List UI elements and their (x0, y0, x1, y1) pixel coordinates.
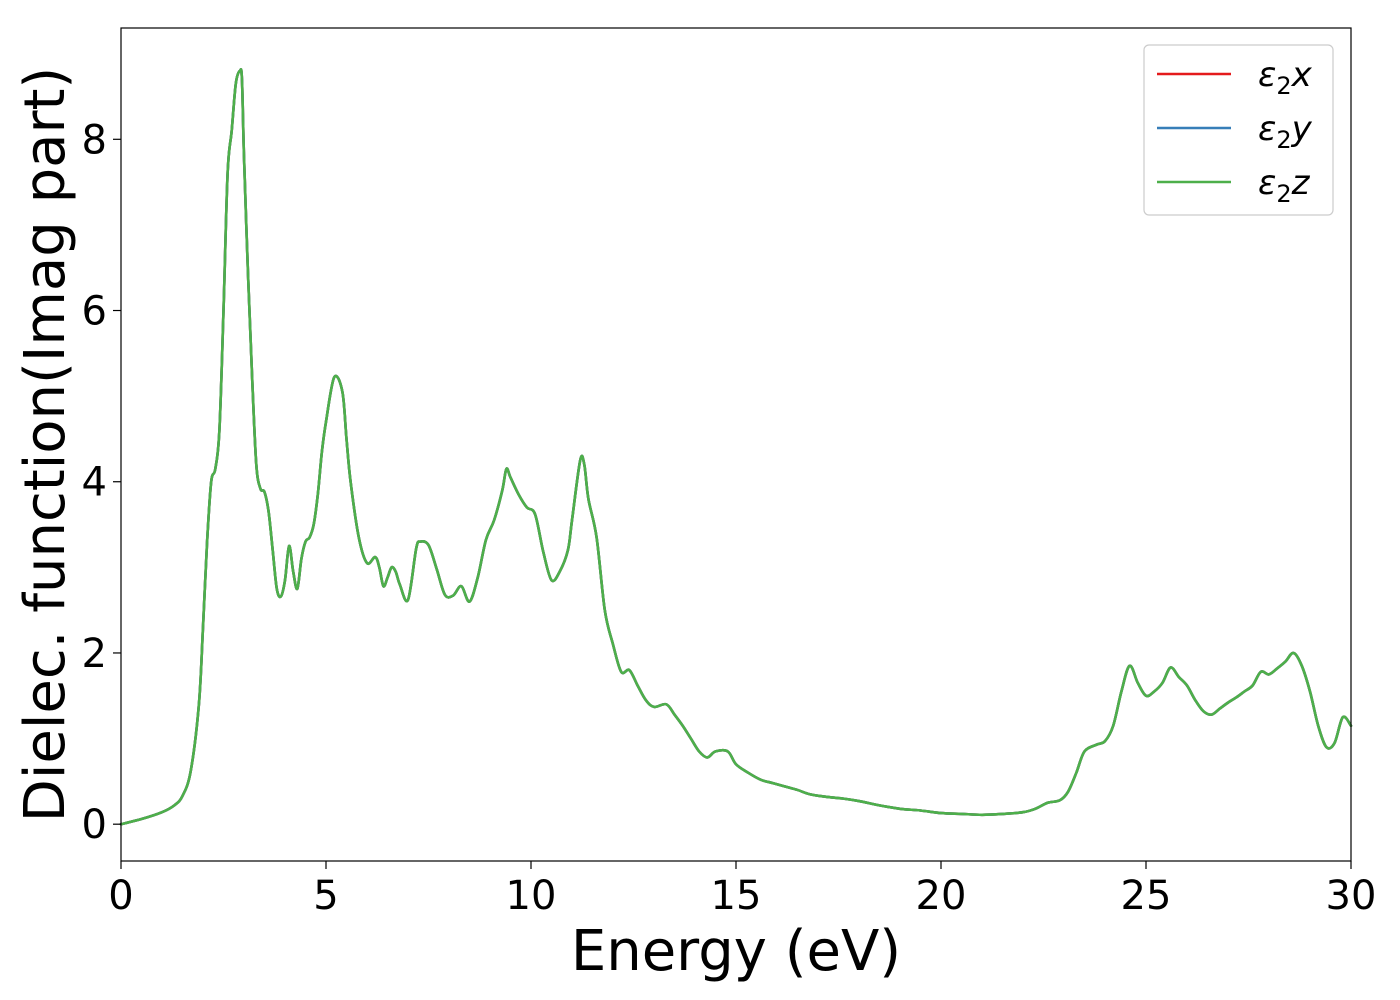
x-axis-label: Energy (eV) (571, 919, 901, 984)
x-tick-label: 10 (506, 873, 557, 919)
plot-lines (119, 68, 1353, 826)
y-tick-label: 2 (82, 631, 107, 677)
y-tick-label: 4 (82, 460, 107, 506)
x-axis-ticks: 0 5 10 15 20 25 30 (108, 861, 1376, 919)
legend-entry: ε2x (1258, 55, 1313, 100)
series-line-2 (119, 68, 1353, 826)
x-tick-label: 15 (711, 873, 762, 919)
y-axis-ticks: 0 2 4 6 8 (82, 117, 121, 848)
y-tick-label: 0 (82, 802, 107, 848)
x-tick-label: 30 (1326, 873, 1377, 919)
y-tick-label: 6 (82, 289, 107, 335)
legend-box (1143, 44, 1334, 216)
x-tick-label: 5 (313, 873, 338, 919)
legend: ε2x ε2y ε2z (1143, 44, 1334, 216)
legend-entry: ε2y (1258, 109, 1313, 154)
y-axis-label: Dielec. function(Imag part) (13, 67, 78, 823)
legend-entry: ε2z (1258, 163, 1311, 208)
x-tick-label: 20 (916, 873, 967, 919)
y-tick-label: 8 (82, 117, 107, 163)
x-tick-label: 25 (1121, 873, 1172, 919)
x-tick-label: 0 (108, 873, 133, 919)
